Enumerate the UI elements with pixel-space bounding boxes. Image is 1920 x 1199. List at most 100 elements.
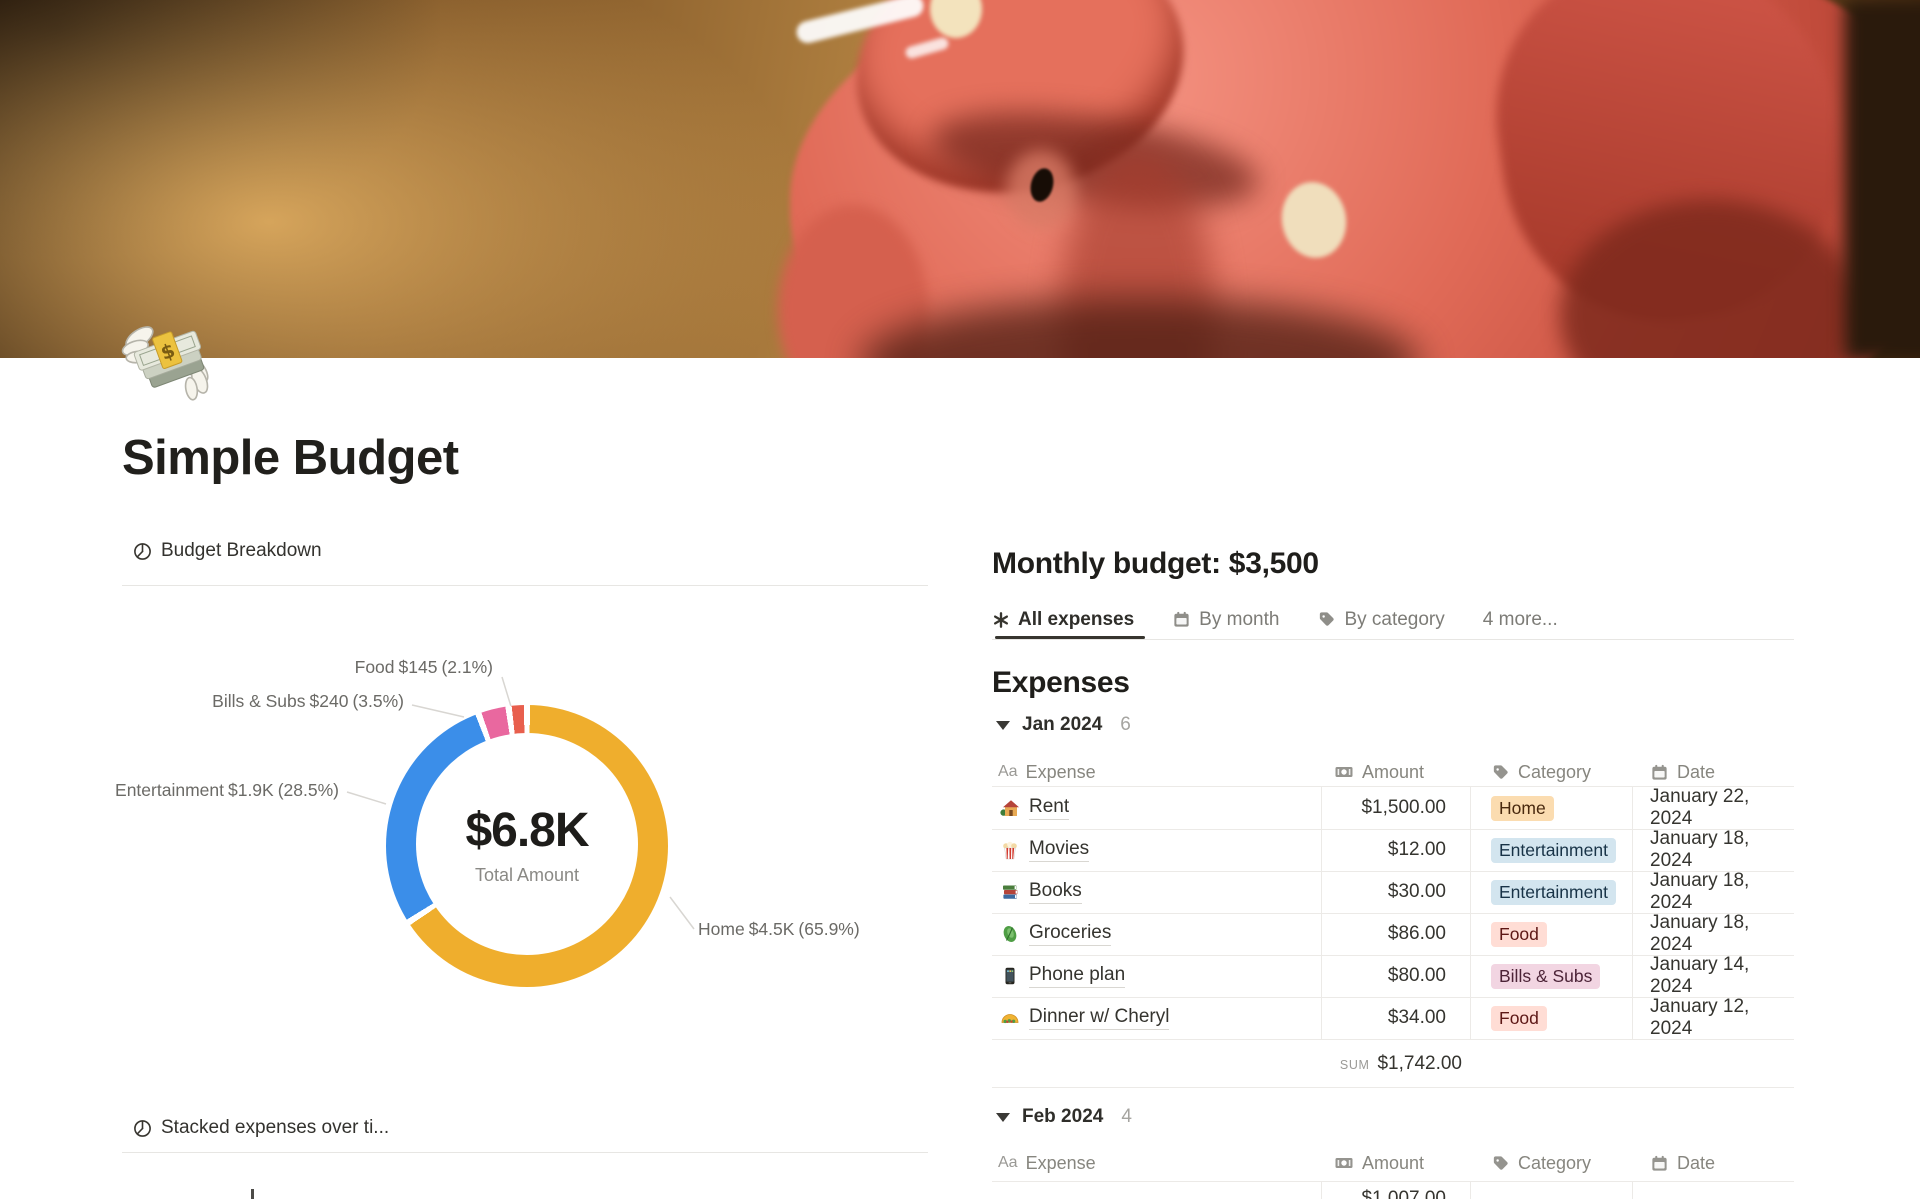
table-row[interactable]: Rent $1,500.00 Home January 22, 2024 <box>992 786 1794 829</box>
money-with-wings-icon[interactable]: $ <box>118 304 220 406</box>
divider <box>992 871 1794 872</box>
group-toggle-feb[interactable]: Feb 2024 4 <box>996 1106 1132 1128</box>
category-cell[interactable]: Food <box>1491 997 1547 1039</box>
date-cell[interactable]: January 18, 2024 <box>1650 828 1750 871</box>
expense-link[interactable]: Phone plan <box>1029 964 1126 988</box>
banknote-icon <box>1334 1153 1354 1173</box>
column-header-date[interactable]: Date <box>1650 757 1715 787</box>
table-header-row: Aa Expense Amount Category <box>992 757 1794 787</box>
column-label: Date <box>1677 1152 1716 1173</box>
books-icon <box>1000 882 1020 902</box>
group-toggle-jan[interactable]: Jan 2024 6 <box>996 714 1131 736</box>
table-row[interactable]: Groceries $86.00 Food January 18, 2024 <box>992 912 1794 955</box>
chart-widget-title-2: Stacked expenses over ti... <box>161 1117 390 1138</box>
group-sum[interactable]: SUM $1,742.00 <box>992 1053 1462 1075</box>
column-label: Expense <box>1025 1152 1096 1173</box>
table-row[interactable]: Dinner w/ Cheryl $34.00 Food January 12,… <box>992 996 1794 1039</box>
column-header-date[interactable]: Date <box>1650 1148 1715 1178</box>
tab-by-category[interactable]: By category <box>1317 608 1445 631</box>
date-cell[interactable]: January 12, 2024 <box>1650 996 1750 1039</box>
table-row[interactable]: Phone plan $80.00 Bills & Subs January 1… <box>992 954 1794 997</box>
amount-cell[interactable]: $12.00 <box>1387 839 1446 860</box>
slice-label-home: Home $4.5K (65.9%) <box>698 919 860 939</box>
view-tabs: All expenses By month By category <box>992 600 1794 639</box>
column-header-category[interactable]: Category <box>1491 757 1591 787</box>
section-heading[interactable]: Expenses <box>992 666 1130 699</box>
banknote-icon <box>1334 762 1354 782</box>
column-header-expense[interactable]: Aa Expense <box>998 757 1096 787</box>
group-label: Feb 2024 <box>1022 1106 1104 1127</box>
chart-widget-header-2[interactable]: Stacked expenses over ti... <box>133 1117 389 1139</box>
donut-ring[interactable]: $6.8K Total Amount <box>386 705 668 987</box>
column-separator <box>1632 1182 1633 1199</box>
tab-all-expenses[interactable]: All expenses <box>992 609 1134 631</box>
slice-label-food: Food $145 (2.1%) <box>354 657 493 677</box>
pie-chart-icon <box>133 542 152 561</box>
category-tag: Bills & Subs <box>1491 963 1601 989</box>
amount-cell[interactable]: $86.00 <box>1387 923 1446 944</box>
mobile-phone-icon <box>1000 966 1020 986</box>
table-row[interactable]: Books $30.00 Entertainment January 18, 2… <box>992 870 1794 913</box>
tag-icon <box>1491 763 1510 782</box>
date-cell[interactable]: January 18, 2024 <box>1650 912 1750 955</box>
popcorn-icon <box>1000 840 1020 860</box>
divider <box>992 1181 1794 1182</box>
toggle-triangle-icon <box>996 1112 1010 1122</box>
expense-link[interactable]: Groceries <box>1029 922 1112 946</box>
date-cell[interactable]: January 18, 2024 <box>1650 870 1750 913</box>
amount-cell[interactable]: $1,500.00 <box>1361 797 1446 818</box>
date-cell[interactable]: January 22, 2024 <box>1650 786 1750 829</box>
pie-chart-icon <box>133 1119 152 1138</box>
expense-link[interactable]: Books <box>1029 880 1082 904</box>
column-label: Date <box>1677 761 1716 782</box>
group-count: 4 <box>1121 1106 1132 1127</box>
column-header-expense[interactable]: Aa Expense <box>998 1148 1096 1178</box>
expense-link[interactable]: Dinner w/ Cheryl <box>1029 1006 1170 1030</box>
category-cell[interactable]: Food <box>1491 913 1547 955</box>
column-label: Amount <box>1362 761 1425 782</box>
category-cell[interactable]: Entertainment <box>1491 871 1616 913</box>
table-row-partial[interactable]: $1,007.00 <box>992 1182 1794 1199</box>
amount-cell[interactable]: $34.00 <box>1387 1007 1446 1028</box>
donut-chart: $6.8K Total Amount Food $145 (2.1%) Bills … <box>115 585 928 1145</box>
group-label: Jan 2024 <box>1022 714 1103 735</box>
taco-icon <box>1000 1008 1020 1028</box>
table-row[interactable]: Movies $12.00 Entertainment January 18, … <box>992 828 1794 871</box>
category-cell[interactable]: Bills & Subs <box>1491 955 1601 997</box>
active-tab-underline <box>995 636 1145 639</box>
tab-label: By month <box>1199 608 1280 630</box>
amount-cell[interactable]: $1,007.00 <box>1361 1188 1446 1199</box>
tab-label: All expenses <box>1018 608 1135 630</box>
tab-by-month[interactable]: By month <box>1172 609 1279 631</box>
text-aa-icon: Aa <box>998 763 1018 780</box>
column-header-category[interactable]: Category <box>1491 1148 1591 1178</box>
page-title[interactable]: Simple Budget <box>122 431 459 485</box>
tag-icon <box>1317 610 1336 629</box>
amount-cell[interactable]: $30.00 <box>1387 881 1446 902</box>
category-cell[interactable]: Home <box>1491 787 1554 829</box>
column-label: Amount <box>1362 1152 1425 1173</box>
cover-image[interactable] <box>0 0 1920 358</box>
expense-link[interactable]: Movies <box>1029 838 1090 862</box>
group-count: 6 <box>1120 714 1131 735</box>
toggle-triangle-icon <box>996 720 1010 730</box>
chart-widget-title: Budget Breakdown <box>161 540 322 561</box>
column-header-amount[interactable]: Amount <box>1334 1148 1424 1178</box>
dark-edge <box>1845 0 1920 358</box>
slice-label-bills: Bills & Subs $240 (3.5%) <box>212 691 404 711</box>
date-cell[interactable]: January 14, 2024 <box>1650 954 1750 997</box>
category-cell[interactable]: Entertainment <box>1491 829 1616 871</box>
amount-cell[interactable]: $80.00 <box>1387 965 1446 986</box>
category-tag: Home <box>1491 795 1554 821</box>
divider <box>992 913 1794 914</box>
calendar-icon <box>1650 1154 1669 1173</box>
chart-widget-header[interactable]: Budget Breakdown <box>133 540 322 562</box>
tab-label: By category <box>1344 608 1445 630</box>
tabs-more[interactable]: 4 more... <box>1483 609 1558 631</box>
column-header-amount[interactable]: Amount <box>1334 757 1424 787</box>
calendar-icon <box>1650 763 1669 782</box>
database-heading[interactable]: Monthly budget: $3,500 <box>992 547 1319 580</box>
divider <box>992 997 1794 998</box>
expense-link[interactable]: Rent <box>1029 796 1070 820</box>
